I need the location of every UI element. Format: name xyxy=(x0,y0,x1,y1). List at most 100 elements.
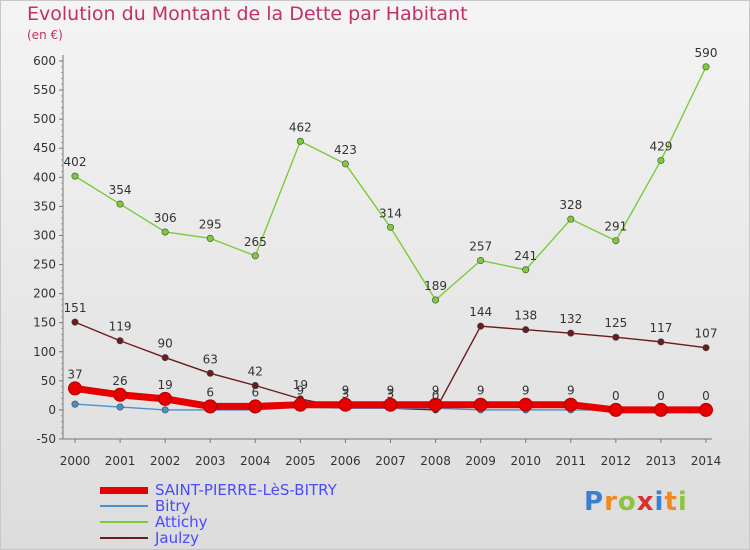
proxiti-logo: Proxiti xyxy=(584,487,688,517)
y-tick-label: 550 xyxy=(33,83,56,97)
data-label: 19 xyxy=(293,378,308,392)
logo-letter: P xyxy=(584,487,605,517)
data-point xyxy=(563,397,578,412)
y-axis-unit: (en €) xyxy=(27,28,63,42)
data-point xyxy=(522,266,530,274)
chart-series xyxy=(68,63,713,417)
data-point xyxy=(699,402,713,417)
data-label: 265 xyxy=(244,235,267,249)
x-tick-label: 2006 xyxy=(330,454,361,468)
data-label: 9 xyxy=(297,384,305,398)
data-point xyxy=(158,391,173,406)
data-label: 295 xyxy=(199,217,222,231)
data-label: 63 xyxy=(203,352,218,366)
legend-label: Jaulzy xyxy=(155,529,200,547)
data-point xyxy=(428,397,443,412)
x-tick-label: 2008 xyxy=(420,454,451,468)
logo-letter: t xyxy=(664,487,678,517)
data-point xyxy=(161,406,169,414)
data-point xyxy=(522,326,530,334)
x-tick-label: 2012 xyxy=(601,454,632,468)
x-tick-label: 2009 xyxy=(465,454,496,468)
logo-letter: x xyxy=(636,487,655,517)
data-label: 9 xyxy=(477,384,485,398)
data-point xyxy=(657,338,665,346)
x-tick-label: 2000 xyxy=(60,454,91,468)
data-point xyxy=(113,387,128,402)
data-point xyxy=(432,296,440,304)
data-label: 3 xyxy=(387,387,395,401)
chart-axes: -500501001502002503003504004505005506002… xyxy=(33,54,721,468)
data-point xyxy=(518,397,533,412)
data-point xyxy=(116,337,124,345)
data-point xyxy=(702,63,710,71)
data-point xyxy=(203,399,218,414)
data-label: 37 xyxy=(67,367,82,381)
data-label: 26 xyxy=(112,374,127,388)
series-line-attichy xyxy=(74,66,707,301)
y-tick-label: 200 xyxy=(33,287,56,301)
data-point xyxy=(71,400,79,408)
y-tick-label: 300 xyxy=(33,228,56,242)
data-label: 462 xyxy=(289,120,312,134)
logo-letter: i xyxy=(654,487,665,517)
y-tick-label: 150 xyxy=(33,316,56,330)
data-label: 90 xyxy=(158,337,173,351)
data-label: 6 xyxy=(206,385,214,399)
legend-swatch xyxy=(100,537,148,539)
data-label: 19 xyxy=(158,378,173,392)
data-label: 0 xyxy=(702,389,710,403)
x-tick-label: 2014 xyxy=(691,454,722,468)
y-tick-label: 600 xyxy=(33,54,56,68)
y-tick-label: 0 xyxy=(48,403,56,417)
data-label: 9 xyxy=(387,384,395,398)
data-label: 257 xyxy=(469,239,492,253)
data-label: 402 xyxy=(64,155,87,169)
data-label: 423 xyxy=(334,143,357,157)
data-label: 6 xyxy=(251,385,259,399)
data-point xyxy=(251,381,259,389)
y-tick-label: 350 xyxy=(33,199,56,213)
data-label: 9 xyxy=(567,384,575,398)
data-point xyxy=(161,228,169,236)
data-label: 590 xyxy=(695,46,718,60)
data-point xyxy=(477,322,485,330)
data-label: 3 xyxy=(342,387,350,401)
chart-plot: -500501001502002503003504004505005506002… xyxy=(33,46,721,468)
x-tick-label: 2003 xyxy=(195,454,226,468)
data-point xyxy=(116,403,124,411)
data-point xyxy=(657,156,665,164)
data-point xyxy=(71,318,79,326)
data-point xyxy=(702,344,710,352)
data-label: 291 xyxy=(604,220,627,234)
data-label: 354 xyxy=(109,183,132,197)
y-tick-label: 450 xyxy=(33,141,56,155)
data-label: 151 xyxy=(64,301,87,315)
data-point xyxy=(383,397,398,412)
data-point xyxy=(341,160,349,168)
x-tick-label: 2011 xyxy=(556,454,587,468)
data-label: 241 xyxy=(514,249,537,263)
legend-label: Attichy xyxy=(155,513,208,531)
data-point xyxy=(386,223,394,231)
data-point xyxy=(612,333,620,341)
data-point xyxy=(251,252,259,260)
data-label: 119 xyxy=(109,320,132,334)
data-label: 42 xyxy=(248,364,263,378)
x-tick-label: 2007 xyxy=(375,454,406,468)
y-tick-label: 50 xyxy=(41,374,56,388)
data-point xyxy=(567,329,575,337)
data-point xyxy=(161,354,169,362)
data-label: 189 xyxy=(424,279,447,293)
data-label: 9 xyxy=(342,384,350,398)
y-tick-label: 250 xyxy=(33,258,56,272)
data-label: 328 xyxy=(559,198,582,212)
data-point xyxy=(296,137,304,145)
data-label: 117 xyxy=(649,321,672,335)
data-label: 0 xyxy=(612,389,620,403)
data-label: 9 xyxy=(432,384,440,398)
data-label: 132 xyxy=(559,312,582,326)
legend-label: Bitry xyxy=(155,497,191,515)
data-point xyxy=(473,397,488,412)
